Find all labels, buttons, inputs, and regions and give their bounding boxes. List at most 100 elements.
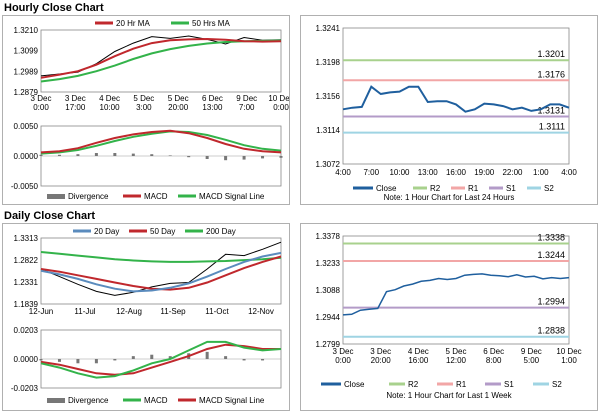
hourly24-legend-s2-label: S2 (544, 184, 554, 193)
weekly-xtick: 3 Dec 0:00 (333, 347, 354, 365)
daily-price-xtick: 12-Nov (248, 307, 274, 316)
weekly-ytick: 1.2944 (316, 313, 341, 322)
hourly24-level-label-r1: 1.3176 (537, 69, 565, 79)
daily-price-xtick: 12-Aug (116, 307, 142, 316)
daily-price-ytick: 1.3313 (14, 234, 39, 243)
weekly-level-label-r1: 1.3244 (537, 250, 565, 260)
hourly-right-panel: 1.3241 1.3198 1.3156 1.3114 1.3072 1.3201 1.31… (300, 15, 598, 205)
daily-price-ytick: 1.1839 (14, 300, 39, 309)
weekly-level-label-s2: 1.2838 (537, 326, 565, 336)
hourly-right-svg: 1.3241 1.3198 1.3156 1.3114 1.3072 1.3201 1.31… (316, 24, 578, 202)
hourly24-xtick: 19:00 (474, 168, 495, 177)
hourly24-ytick: 1.3072 (316, 160, 341, 169)
weekly-legend-close-label: Close (344, 380, 365, 389)
weekly-xtick: 9 Dec 5:00 (521, 347, 542, 365)
weekly-frame (342, 235, 570, 345)
hourly24-close-series (342, 85, 570, 113)
hourly-section-title: Hourly Close Chart (4, 2, 104, 14)
hourly24-level-label-r2: 1.3201 (537, 49, 565, 59)
weekly-xtick: 10 Dec 1:00 (556, 347, 581, 365)
legend-50-day-label: 50 Day (150, 227, 175, 236)
daily-right-svg: 1.3378 1.3233 1.3088 1.2944 1.2799 1.3338 1.32… (316, 232, 582, 400)
hourly-price-xtick: 4 Dec 10:00 (99, 94, 120, 112)
weekly-xtick: 6 Dec 8:00 (483, 347, 504, 365)
daily-left-panel: 20 Day 50 Day 200 Day 1.3313 1.2822 1.2331 1.1… (2, 223, 290, 411)
hourly24-ytick: 1.3156 (316, 92, 341, 101)
hourly-macd-ytick: 0.0050 (14, 122, 39, 131)
daily-macd-ytick: 0.0203 (14, 326, 39, 335)
hourly-macd-ytick: 0.0000 (14, 152, 39, 161)
hourly24-level-label-s1: 1.3131 (537, 106, 565, 116)
legend-20hr-ma-label: 20 Hr MA (116, 19, 150, 28)
weekly-ytick: 1.2799 (316, 340, 341, 349)
daily-price-series (40, 241, 282, 296)
hourly24-xtick: 10:00 (389, 168, 410, 177)
daily-price-xtick: 11-Sep (160, 307, 186, 316)
daily-20-day-series (40, 251, 282, 293)
daily-price-ytick: 1.2331 (14, 278, 39, 287)
daily-macd-ytick: 0.0000 (14, 355, 39, 364)
hourly24-frame (342, 27, 570, 165)
hourly-price-xtick: 6 Dec 13:00 (202, 94, 223, 112)
weekly-ytick: 1.3088 (316, 286, 341, 295)
hourly-price-frame (40, 29, 282, 93)
daily-price-ytick: 1.2822 (14, 256, 39, 265)
hourly24-xtick: 16:00 (446, 168, 467, 177)
daily-legend-divergence-swatch (47, 398, 65, 403)
hourly24-ytick: 1.3114 (316, 126, 340, 135)
hourly24-legend-r1-label: R1 (468, 184, 479, 193)
legend-divergence-label: Divergence (68, 192, 109, 201)
hourly-price-xtick: 5 Dec 20:00 (168, 94, 189, 112)
daily-200-day-series (40, 251, 282, 263)
hourly-price-ytick: 1.3210 (14, 26, 39, 35)
weekly-level-label-r2: 1.3338 (537, 232, 565, 242)
legend-macd-label: MACD (144, 192, 168, 201)
daily-section-title: Daily Close Chart (4, 210, 96, 222)
weekly-ytick: 1.3233 (316, 259, 341, 268)
hourly24-legend-r2-label: R2 (430, 184, 441, 193)
daily-legend-macd-label: MACD (144, 396, 168, 405)
weekly-close-series (342, 273, 570, 316)
hourly-price-xtick: 5 Dec 3:00 (133, 94, 154, 112)
legend-200-day-label: 200 Day (206, 227, 236, 236)
daily-right-panel: 1.3378 1.3233 1.3088 1.2944 1.2799 1.3338 1.32… (300, 223, 598, 411)
weekly-legend-r1-label: R1 (456, 380, 467, 389)
hourly24-xtick: 1:00 (533, 168, 549, 177)
weekly-xtick: 5 Dec 12:00 (446, 347, 467, 365)
hourly-price-xtick: 3 Dec 17:00 (65, 94, 86, 112)
daily-price-frame (40, 237, 282, 305)
hourly24-xtick: 7:00 (363, 168, 379, 177)
daily-price-xtick: 11-Oct (205, 307, 229, 316)
legend-50hrs-ma-label: 50 Hrs MA (192, 19, 230, 28)
hourly-left-panel: 20 Hr MA 50 Hrs MA 1.3210 1.3099 1.2989 1.287… (2, 15, 294, 205)
daily-price-xtick: 12-Jun (29, 307, 53, 316)
hourly-price-ytick: 1.2879 (14, 88, 39, 97)
weekly-ytick: 1.3378 (316, 232, 341, 241)
hourly24-xtick: 4:00 (561, 168, 577, 177)
hourly-left-svg: 20 Hr MA 50 Hrs MA 1.3210 1.3099 1.2989 1.287… (11, 19, 294, 201)
hourly-macd-ytick: -0.0050 (11, 182, 39, 191)
hourly-20hr-ma-series (40, 37, 282, 79)
weekly-level-label-s1: 1.2994 (537, 297, 565, 307)
hourly-price-xtick: 9 Dec 7:00 (236, 94, 257, 112)
hourly24-ytick: 1.3198 (316, 58, 341, 67)
hourly-signal-series (40, 130, 282, 155)
hourly24-ytick: 1.3241 (316, 24, 341, 33)
hourly-price-xtick: 3 Dec 0:00 (31, 94, 52, 112)
hourly24-level-label-s2: 1.3111 (539, 122, 565, 132)
legend-macd-signal-label: MACD Signal Line (199, 192, 265, 201)
weekly-legend-r2-label: R2 (408, 380, 419, 389)
weekly-legend-s1-label: S1 (504, 380, 514, 389)
daily-left-svg: 20 Day 50 Day 200 Day 1.3313 1.2822 1.2331 1.1… (11, 227, 282, 405)
hourly24-xtick: 13:00 (418, 168, 439, 177)
legend-20-day-label: 20 Day (94, 227, 119, 236)
hourly24-xtick: 22:00 (502, 168, 523, 177)
daily-legend-macd-signal-label: MACD Signal Line (199, 396, 265, 405)
daily-legend-divergence-label: Divergence (68, 396, 109, 405)
daily-price-xtick: 11-Jul (74, 307, 95, 316)
hourly-macd-series (40, 129, 282, 154)
hourly-50hrs-ma-series (40, 39, 282, 83)
hourly24-note: Note: 1 Hour Chart for Last 24 Hours (384, 193, 515, 202)
daily-macd-ytick: -0.0203 (11, 384, 39, 393)
